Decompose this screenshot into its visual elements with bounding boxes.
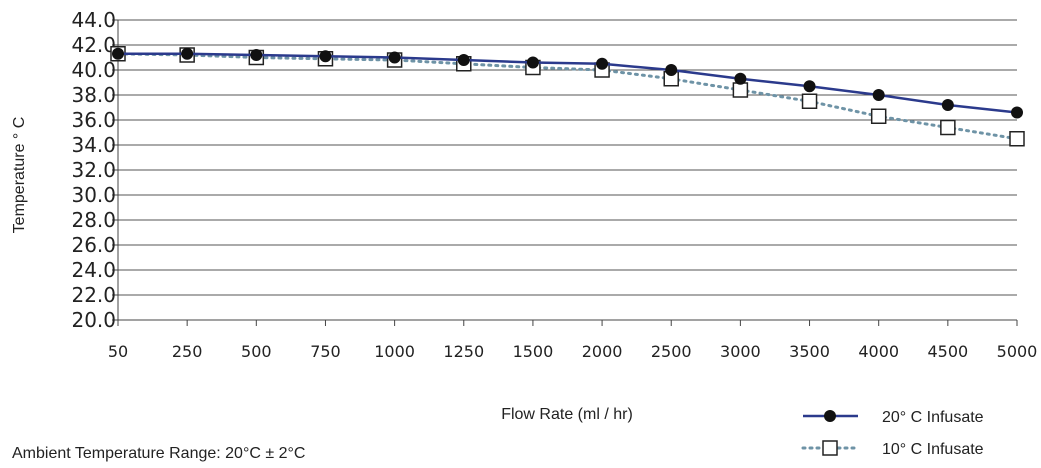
y-tick-label: 38.0 <box>71 83 116 107</box>
data-point <box>112 47 124 60</box>
ambient-temperature-note: Ambient Temperature Range: 20°C ± 2°C <box>12 445 306 462</box>
y-tick-label: 26.0 <box>71 233 116 257</box>
data-point <box>388 51 401 64</box>
x-tick-label: 500 <box>241 342 272 361</box>
data-point <box>732 82 749 98</box>
data-point <box>940 119 956 136</box>
y-tick-label: 36.0 <box>71 108 116 132</box>
y-tick-label: 28.0 <box>71 208 116 232</box>
y-tick-label: 42.0 <box>71 33 116 57</box>
data-point <box>870 108 887 124</box>
y-tick-label: 34.0 <box>71 133 116 157</box>
data-point <box>1009 131 1025 147</box>
data-point <box>181 47 194 60</box>
legend-marker <box>824 410 836 422</box>
y-axis-title: Temperature ° C <box>11 117 28 234</box>
x-tick-label: 5000 <box>997 342 1038 361</box>
legend: 20° C Infusate 10° C Infusate <box>801 409 984 458</box>
data-point <box>941 99 954 111</box>
series-layer <box>110 46 1025 147</box>
x-tick-label: 250 <box>172 342 203 361</box>
series-1 <box>112 47 1023 119</box>
y-tick-label: 32.0 <box>71 158 116 182</box>
legend-label: 10° C Infusate <box>882 441 984 458</box>
series-line <box>116 52 1019 141</box>
data-point <box>596 57 609 70</box>
x-axis-title: Flow Rate (ml / hr) <box>501 406 633 423</box>
x-tick-label: 50 <box>108 342 128 361</box>
data-point <box>526 56 539 69</box>
x-tick-label: 1500 <box>513 342 554 361</box>
legend-marker <box>822 440 838 456</box>
data-point <box>872 89 885 101</box>
y-tick-label: 40.0 <box>71 58 116 82</box>
data-point <box>665 64 678 76</box>
x-tick-label: 1250 <box>443 342 484 361</box>
legend-item-2: 10° C Infusate <box>801 440 984 458</box>
data-point <box>734 72 747 85</box>
y-tick-label: 24.0 <box>71 258 116 282</box>
x-tick-label: 1000 <box>374 342 415 361</box>
y-axis-ticks: 20.022.024.026.028.030.032.034.036.038.0… <box>71 8 118 332</box>
data-point <box>803 80 816 93</box>
legend-item-1: 20° C Infusate <box>803 409 984 426</box>
data-point <box>1011 106 1023 119</box>
data-point <box>250 49 263 61</box>
x-axis-ticks: 50 250 500 750 1000 1250 1500 2000 2500 3000 3500 4… <box>108 320 1038 361</box>
data-point <box>457 54 470 66</box>
y-tick-label: 30.0 <box>71 183 116 207</box>
x-tick-label: 4000 <box>858 342 899 361</box>
y-tick-label: 44.0 <box>71 8 116 32</box>
legend-label: 20° C Infusate <box>882 409 984 426</box>
grid-lines <box>118 19 1017 296</box>
x-tick-label: 2000 <box>582 342 623 361</box>
data-point <box>319 50 332 63</box>
x-tick-label: 750 <box>310 342 341 361</box>
series-line <box>118 52 1018 114</box>
y-tick-label: 20.0 <box>71 308 116 332</box>
data-point <box>801 93 818 109</box>
y-tick-label: 22.0 <box>71 283 116 307</box>
x-tick-label: 3500 <box>789 342 830 361</box>
x-tick-label: 3000 <box>720 342 761 361</box>
x-tick-label: 4500 <box>927 342 968 361</box>
x-tick-label: 2500 <box>651 342 692 361</box>
